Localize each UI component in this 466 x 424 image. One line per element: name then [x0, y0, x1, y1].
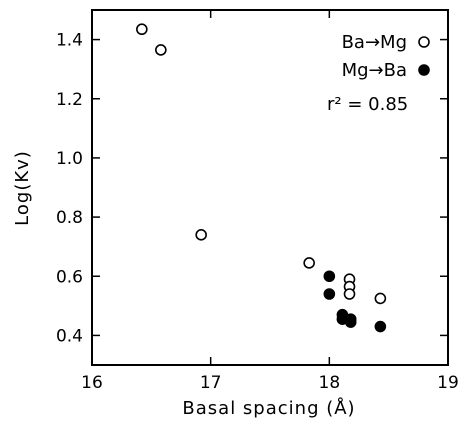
r-squared-annotation: r² = 0.85 [327, 94, 408, 115]
y-tick-label: 1.4 [56, 31, 83, 51]
plot-frame [91, 9, 449, 366]
legend-label-mg-ba: Mg→Ba [342, 60, 407, 81]
data-point-ba-mg [155, 44, 167, 56]
y-tick-label: 0.8 [56, 208, 83, 228]
y-tick-label: 1.0 [56, 149, 83, 169]
data-point-ba-mg [374, 292, 387, 305]
x-tick-label: 16 [81, 373, 103, 393]
legend-marker-open-circle [418, 36, 430, 48]
data-point-ba-mg [136, 23, 148, 36]
y-axis-label: Log(Kv) [12, 150, 33, 226]
data-point-mg-ba [344, 316, 357, 328]
x-tick-label: 18 [319, 373, 341, 393]
x-tick-label: 17 [200, 373, 222, 393]
y-tick-label: 0.6 [56, 267, 83, 287]
data-point-ba-mg [195, 229, 207, 241]
axis-ticks: 16 17 18 19 0.4 0.6 0.8 1.0 1.2 1.4 [56, 10, 459, 393]
legend-label-ba-mg: Ba→Mg [342, 32, 407, 53]
y-tick-label: 0.4 [56, 326, 83, 346]
data-point-mg-ba [323, 288, 336, 300]
data-points [136, 23, 387, 333]
data-point-mg-ba [374, 320, 387, 333]
x-tick-label: 19 [437, 373, 459, 393]
data-point-ba-mg [343, 288, 356, 300]
data-point-ba-mg [303, 257, 315, 269]
y-tick-label: 1.2 [56, 90, 83, 110]
x-axis-label: Basal spacing (Å) [182, 397, 355, 419]
legend-marker-filled-circle [418, 64, 430, 76]
data-point-mg-ba [323, 270, 336, 283]
legend: Ba→Mg Mg→Ba r² = 0.85 [327, 32, 430, 115]
